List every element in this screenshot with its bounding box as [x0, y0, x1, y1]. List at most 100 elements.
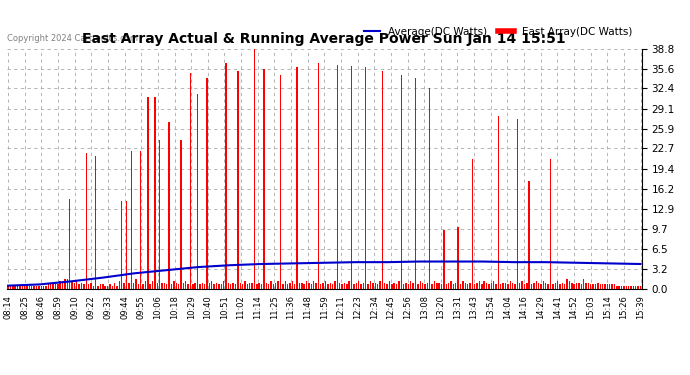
Bar	[493, 281, 494, 289]
Bar	[609, 284, 611, 289]
Bar	[289, 283, 290, 289]
Bar	[462, 281, 464, 289]
Bar	[377, 284, 378, 289]
Bar	[453, 284, 454, 289]
Bar	[474, 284, 475, 289]
Bar	[121, 201, 123, 289]
Bar	[607, 284, 608, 289]
Bar	[535, 281, 537, 289]
Bar	[43, 286, 44, 289]
Bar	[391, 284, 393, 289]
Bar	[415, 78, 416, 289]
Bar	[114, 283, 115, 289]
Legend: Average(DC Watts), East Array(DC Watts): Average(DC Watts), East Array(DC Watts)	[360, 23, 636, 41]
Bar	[287, 284, 288, 289]
Bar	[159, 140, 160, 289]
Bar	[192, 284, 194, 289]
Bar	[484, 281, 485, 289]
Bar	[334, 281, 335, 289]
Bar	[522, 281, 523, 289]
Bar	[126, 201, 127, 289]
Bar	[448, 283, 449, 289]
Bar	[251, 283, 253, 289]
Bar	[616, 286, 618, 289]
Bar	[59, 281, 61, 289]
Bar	[576, 283, 578, 289]
Bar	[464, 283, 466, 289]
Bar	[560, 284, 561, 289]
Bar	[95, 156, 97, 289]
Bar	[429, 88, 431, 289]
Bar	[17, 286, 18, 289]
Bar	[137, 284, 139, 289]
Bar	[142, 284, 144, 289]
Bar	[308, 283, 310, 289]
Bar	[344, 283, 345, 289]
Bar	[256, 284, 257, 289]
Bar	[273, 284, 274, 289]
Bar	[638, 286, 639, 289]
Bar	[408, 284, 409, 289]
Bar	[467, 284, 469, 289]
Bar	[507, 284, 509, 289]
Bar	[472, 159, 473, 289]
Bar	[317, 63, 319, 289]
Bar	[306, 281, 307, 289]
Bar	[595, 284, 596, 289]
Bar	[195, 283, 196, 289]
Bar	[24, 286, 26, 289]
Bar	[171, 284, 172, 289]
Bar	[76, 281, 77, 289]
Bar	[41, 286, 42, 289]
Bar	[322, 283, 324, 289]
Bar	[531, 284, 532, 289]
Bar	[476, 283, 477, 289]
Bar	[249, 283, 250, 289]
Bar	[100, 284, 101, 289]
Bar	[505, 283, 506, 289]
Bar	[81, 283, 82, 289]
Bar	[246, 284, 248, 289]
Bar	[71, 281, 72, 289]
Bar	[133, 283, 135, 289]
Bar	[621, 286, 622, 289]
Bar	[631, 286, 632, 289]
Bar	[48, 284, 49, 289]
Bar	[52, 283, 54, 289]
Bar	[86, 153, 87, 289]
Bar	[304, 284, 305, 289]
Bar	[550, 159, 551, 289]
Bar	[557, 281, 558, 289]
Bar	[157, 283, 158, 289]
Bar	[502, 283, 504, 289]
Bar	[237, 71, 239, 289]
Bar	[497, 116, 499, 289]
Bar	[386, 284, 388, 289]
Bar	[74, 283, 75, 289]
Bar	[29, 286, 30, 289]
Bar	[197, 94, 198, 289]
Bar	[332, 284, 333, 289]
Bar	[380, 281, 381, 289]
Bar	[292, 281, 293, 289]
Bar	[346, 284, 348, 289]
Bar	[57, 284, 59, 289]
Bar	[500, 284, 502, 289]
Bar	[299, 283, 300, 289]
Bar	[410, 281, 411, 289]
Bar	[355, 283, 357, 289]
Bar	[67, 279, 68, 289]
Bar	[588, 283, 589, 289]
Bar	[342, 284, 343, 289]
Bar	[569, 281, 570, 289]
Bar	[140, 152, 141, 289]
Bar	[512, 283, 513, 289]
Bar	[431, 284, 433, 289]
Bar	[571, 283, 573, 289]
Bar	[266, 283, 267, 289]
Bar	[8, 286, 9, 289]
Bar	[578, 283, 580, 289]
Bar	[451, 281, 452, 289]
Bar	[284, 281, 286, 289]
Bar	[185, 281, 186, 289]
